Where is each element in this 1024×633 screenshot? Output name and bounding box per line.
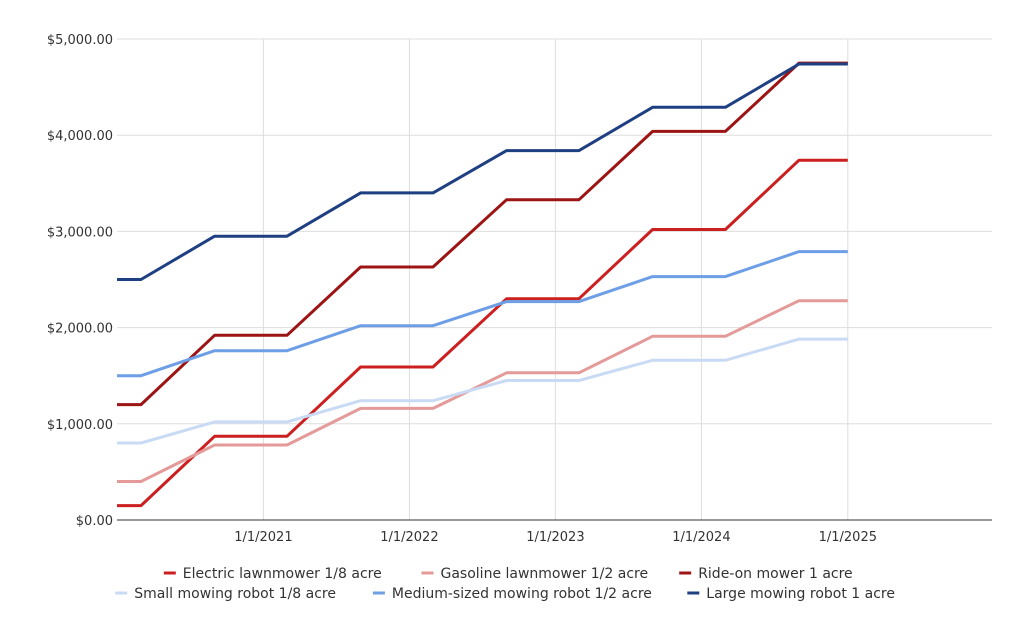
legend-item: Medium-sized mowing robot 1/2 acre xyxy=(372,586,652,602)
legend-swatch xyxy=(115,591,128,595)
legend-item: Ride-on mower 1 acre xyxy=(679,566,853,582)
y-tick-label: $0.00 xyxy=(76,514,113,529)
legend-label: Large mowing robot 1 acre xyxy=(706,586,895,602)
y-tick-label: $5,000.00 xyxy=(47,33,113,48)
y-tick-labels: $0.00 $1,000.00 $2,000.00 $3,000.00 $4,000.0… xyxy=(47,33,113,529)
legend-label: Medium-sized mowing robot 1/2 acre xyxy=(392,586,652,602)
x-tick-labels: 1/1/2021 1/1/2022 1/1/2023 1/1/2024 1/1/2025 xyxy=(234,530,877,545)
y-tick-label: $3,000.00 xyxy=(47,225,113,240)
grid xyxy=(117,38,992,520)
x-tick-label: 1/1/2024 xyxy=(672,530,730,545)
y-tick-label: $4,000.00 xyxy=(47,129,113,144)
legend-item: Gasoline lawnmower 1/2 acre xyxy=(421,566,649,582)
x-tick-label: 1/1/2022 xyxy=(380,530,438,545)
series-line-5 xyxy=(117,250,848,378)
series-line-4 xyxy=(117,337,848,445)
series-lines xyxy=(117,61,848,508)
y-tick-label: $1,000.00 xyxy=(47,418,113,433)
legend: Electric lawnmower 1/8 acre Gasoline lawn… xyxy=(115,566,895,602)
series-line-6 xyxy=(117,62,848,281)
legend-item: Small mowing robot 1/8 acre xyxy=(115,586,336,602)
y-tick-label: $2,000.00 xyxy=(47,322,113,337)
x-tick-label: 1/1/2023 xyxy=(526,530,584,545)
legend-item: Electric lawnmower 1/8 acre xyxy=(163,566,382,582)
legend-swatch xyxy=(372,591,385,595)
series-line-3 xyxy=(117,61,848,407)
legend-label: Small mowing robot 1/8 acre xyxy=(134,586,336,602)
x-tick-label: 1/1/2025 xyxy=(819,530,877,545)
x-tick-label: 1/1/2021 xyxy=(234,530,292,545)
legend-label: Ride-on mower 1 acre xyxy=(698,566,853,582)
legend-label: Gasoline lawnmower 1/2 acre xyxy=(441,566,649,582)
legend-item: Large mowing robot 1 acre xyxy=(687,586,895,602)
legend-swatch xyxy=(421,571,434,575)
legend-swatch xyxy=(163,571,176,575)
series-line-1 xyxy=(117,158,848,508)
legend-swatch xyxy=(679,571,692,575)
legend-swatch xyxy=(687,591,700,595)
legend-label: Electric lawnmower 1/8 acre xyxy=(183,566,382,582)
